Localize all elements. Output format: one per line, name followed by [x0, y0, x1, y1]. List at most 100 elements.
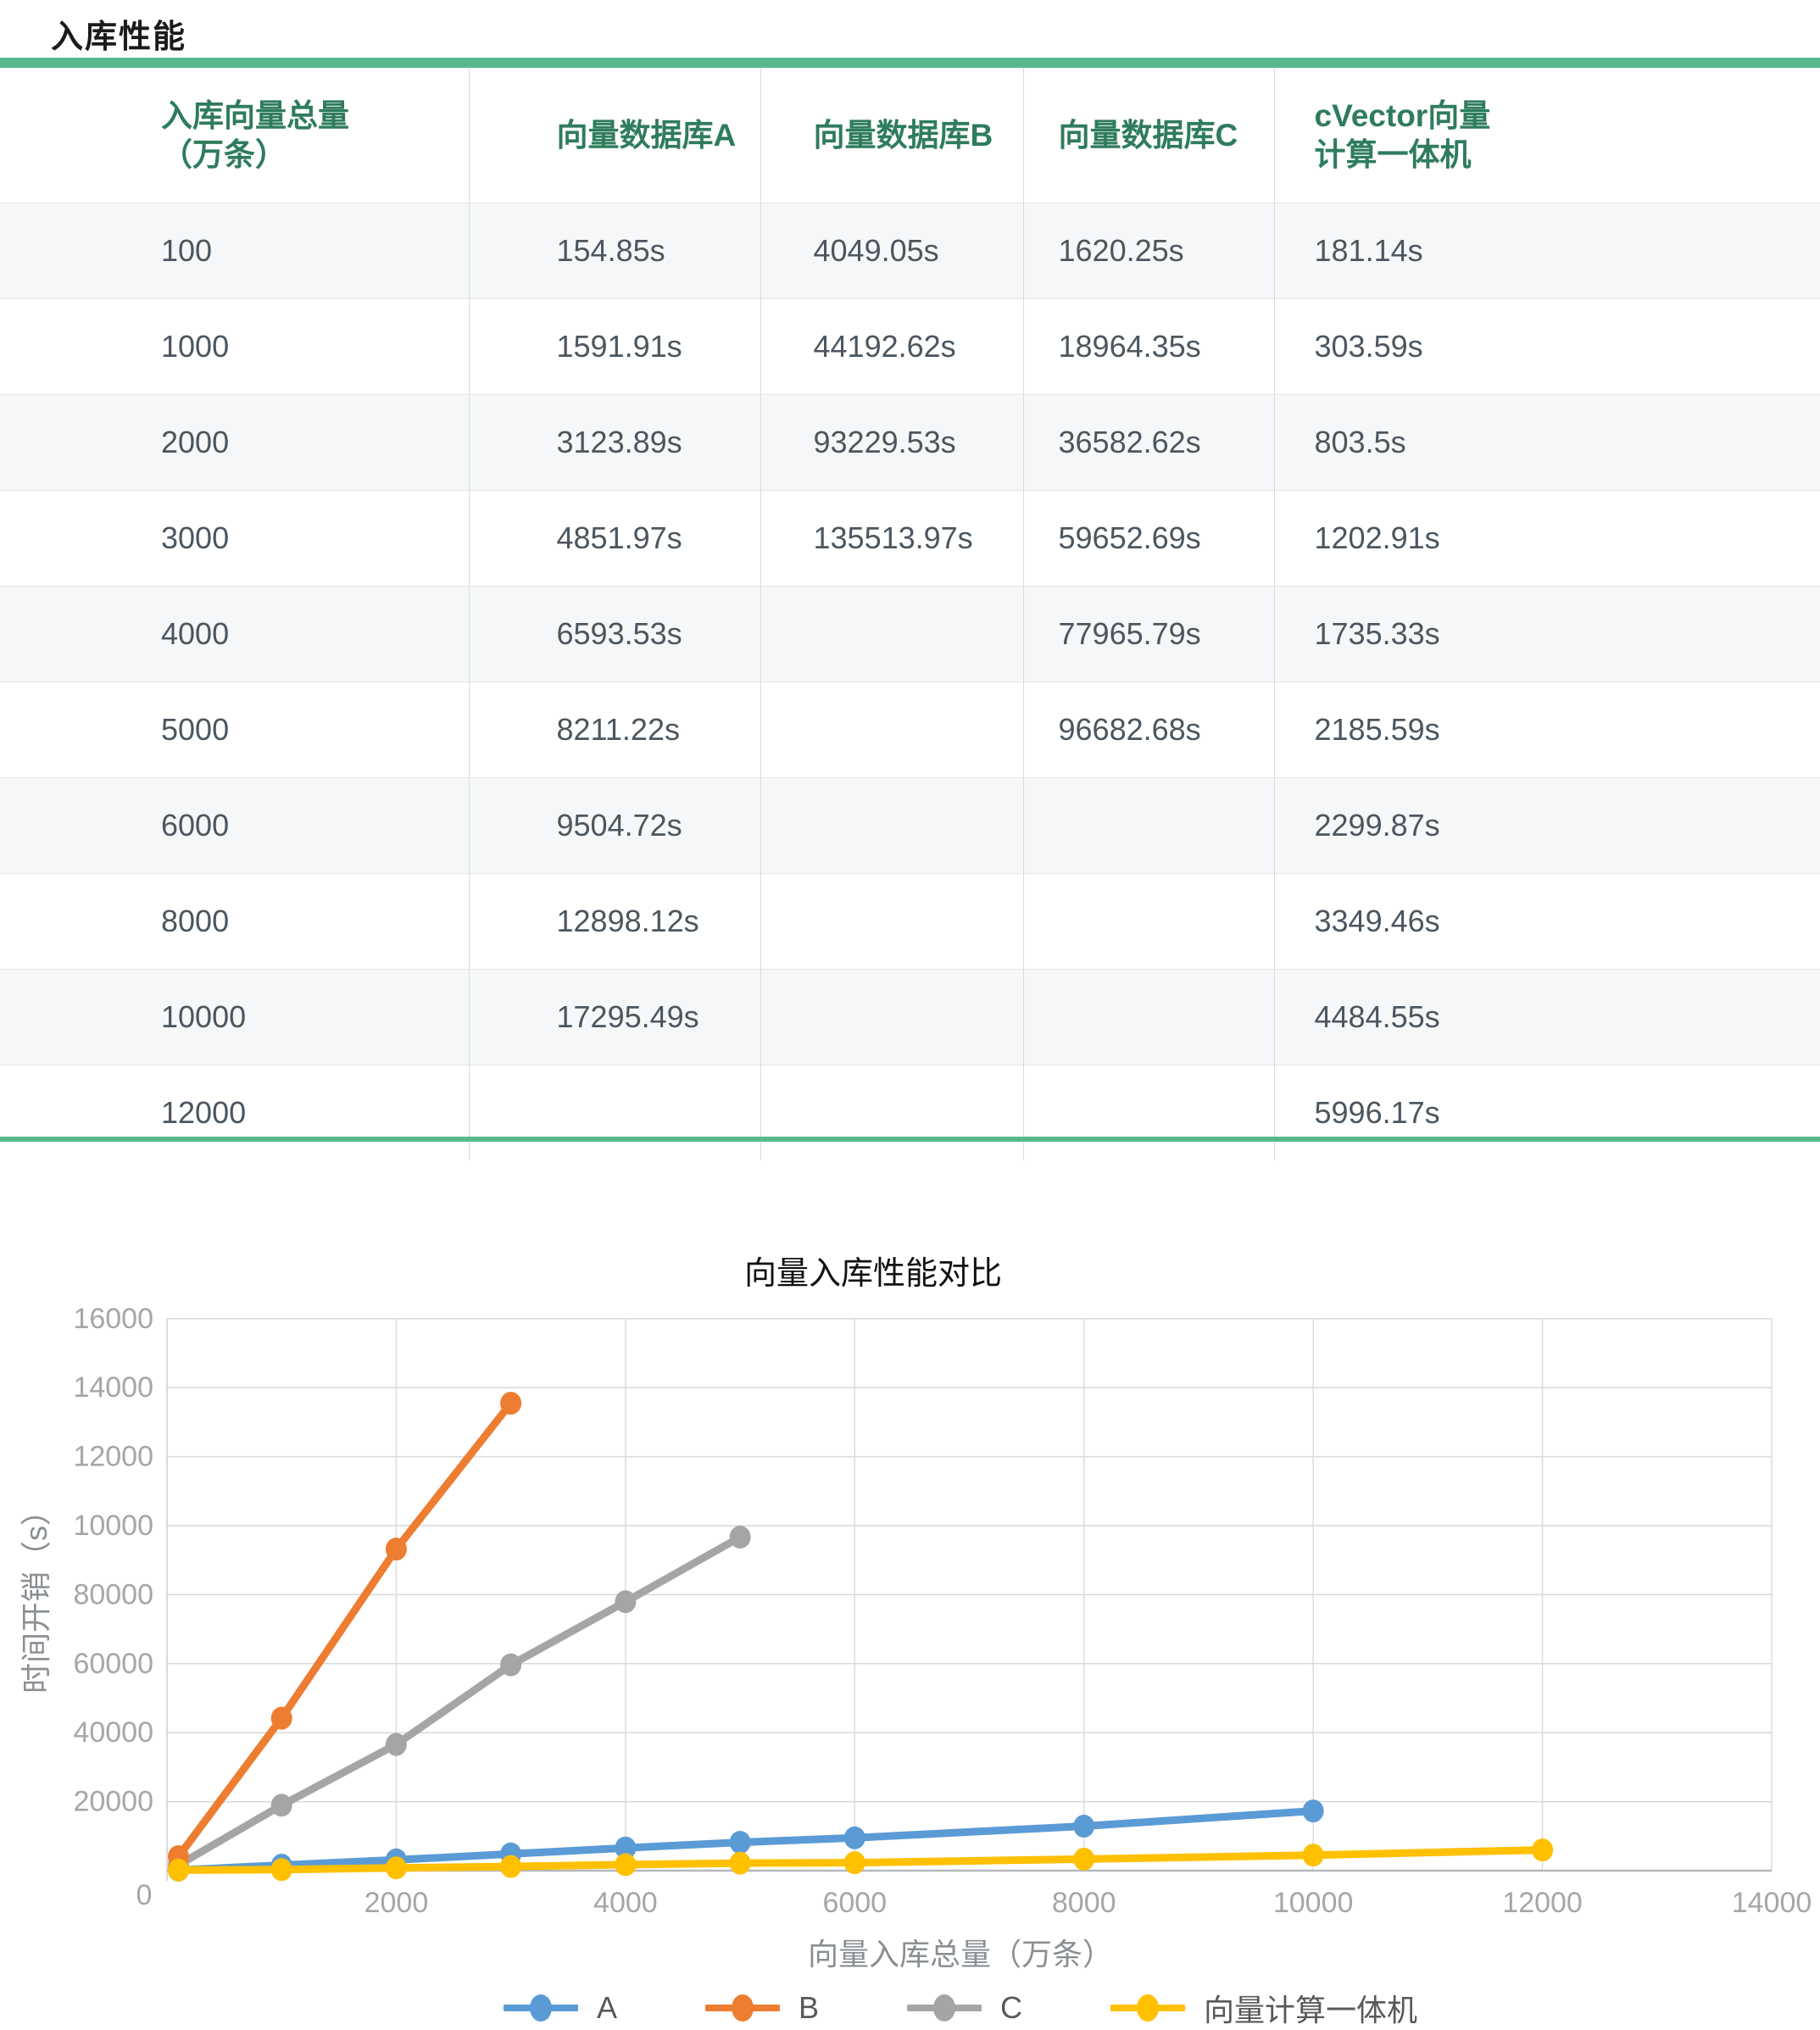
table-cell: 303.59s: [1314, 329, 1423, 364]
table-cell: [1023, 777, 1275, 874]
table-row: 12000 5996.17s: [0, 1065, 1820, 1160]
data-point-C: [729, 1526, 751, 1549]
table-cell: [760, 777, 1024, 874]
table-row: 1000 1591.91s 44192.62s 18964.35s 303.59s: [0, 298, 1820, 395]
y-tick-label: 14000: [73, 1371, 153, 1404]
x-tick-label: 6000: [822, 1887, 887, 1919]
x-tick-label: 8000: [1052, 1887, 1116, 1919]
table-cell: 5996.17s: [1314, 1095, 1440, 1130]
data-point-A: [843, 1826, 865, 1849]
series-line-B: [175, 1399, 515, 1860]
table-cell: 1000: [0, 298, 470, 395]
table-cell: 4851.97s: [469, 490, 761, 587]
table-cell: [469, 1065, 761, 1160]
table-cell: 96682.68s: [1023, 681, 1275, 778]
table-cell: 59652.69s: [1023, 490, 1275, 587]
table-cell: 18964.35s: [1023, 298, 1275, 395]
table-cell: 1620.25s: [1023, 203, 1275, 299]
data-point-向量计算一体机: [729, 1851, 751, 1875]
legend-item-A: A: [503, 1989, 617, 2027]
x-tick-label: 14000: [1732, 1887, 1812, 1919]
table-header-row: 入库向量总量（万条） 向量数据库A 向量数据库B 向量数据库C cVector向…: [0, 68, 1820, 203]
table-cell: 4484.55s: [1314, 999, 1440, 1034]
table-cell: 4049.05s: [760, 203, 1024, 299]
table-cell: [760, 1065, 1024, 1160]
data-point-A: [1302, 1799, 1324, 1823]
chart-canvas: 2000040000600008000010000120001400016000…: [73, 1303, 1812, 1919]
column-header-db-a: 向量数据库A: [469, 68, 761, 203]
table-cell: 6000: [0, 777, 470, 874]
table-row: 5000 8211.22s 96682.68s 2185.59s: [0, 681, 1820, 778]
data-point-向量计算一体机: [615, 1853, 637, 1877]
data-point-向量计算一体机: [270, 1858, 292, 1882]
table-cell: 1202.91s: [1314, 520, 1440, 555]
table-row: 6000 9504.72s 2299.87s: [0, 777, 1820, 874]
legend-label: B: [798, 1990, 819, 2025]
legend-label: A: [596, 1990, 617, 2025]
data-point-向量计算一体机: [843, 1851, 865, 1875]
table-body: 100 154.85s 4049.05s 1620.25s 181.14s 1000 159…: [0, 203, 1820, 1160]
data-point-B: [385, 1538, 407, 1561]
table-cell: 10000: [0, 969, 470, 1065]
table-top-accent-bar: [0, 58, 1820, 68]
table-cell: 100: [0, 203, 470, 299]
table-cell: 36582.62s: [1023, 394, 1275, 491]
ingest-performance-table: 入库向量总量（万条） 向量数据库A 向量数据库B 向量数据库C cVector向…: [0, 68, 1820, 1160]
column-header-total: 入库向量总量（万条）: [0, 68, 470, 203]
x-tick-label: 10000: [1273, 1887, 1354, 1919]
data-point-C: [385, 1732, 407, 1756]
table-cell: 135513.97s: [760, 490, 1024, 587]
data-point-B: [500, 1392, 522, 1415]
y-tick-label: 16000: [73, 1303, 153, 1335]
data-point-A: [615, 1836, 637, 1860]
y-tick-label: 40000: [73, 1716, 153, 1749]
data-point-A: [1073, 1815, 1095, 1838]
data-point-B: [270, 1706, 292, 1730]
table-cell: 12000: [0, 1065, 470, 1160]
data-point-C: [270, 1794, 292, 1817]
table-cell: [760, 681, 1024, 778]
legend-item-向量计算一体机: 向量计算一体机: [1110, 1986, 1417, 2030]
table-cell: 8211.22s: [469, 681, 761, 778]
data-point-C: [500, 1653, 522, 1677]
x-tick-label: 12000: [1502, 1887, 1583, 1919]
table-cell: 3349.46s: [1314, 904, 1440, 938]
table-cell: 4000: [0, 586, 470, 682]
x-tick-label: 4000: [593, 1887, 658, 1919]
series-line-C: [175, 1533, 744, 1869]
y-tick-label: 12000: [73, 1441, 153, 1473]
table-cell: 12898.12s: [469, 873, 761, 970]
y-axis-title: 时间开销（s）: [19, 1494, 53, 1694]
table-cell: [760, 873, 1024, 970]
table-cell: 5000: [0, 681, 470, 778]
legend-marker-icon: [907, 1994, 982, 2022]
column-header-db-c: 向量数据库C: [1023, 68, 1275, 203]
legend-item-B: B: [704, 1989, 819, 2027]
column-header-cvector: cVector向量计算一体机: [1274, 68, 1820, 203]
table-row: 3000 4851.97s 135513.97s 59652.69s 1202.91s: [0, 490, 1820, 587]
table-cell: 181.14s: [1314, 233, 1423, 268]
table-cell: [760, 586, 1024, 682]
table-cell: [1023, 969, 1275, 1065]
x-grid-and-ticks: 0 2000 4000 6000 8000 10000 12000 14000: [136, 1318, 1812, 1919]
y-tick-label: 10000: [73, 1510, 153, 1542]
table-bottom-accent-bar: [0, 1137, 1820, 1142]
data-point-向量计算一体机: [1532, 1838, 1554, 1862]
legend-marker-icon: [503, 1994, 578, 2022]
table-row: 10000 17295.49s 4484.55s: [0, 969, 1820, 1065]
table-cell: 9504.72s: [469, 777, 761, 874]
table-cell: [760, 969, 1024, 1065]
chart-title: 向量入库性能对比: [743, 1256, 1002, 1292]
table-cell: 93229.53s: [760, 394, 1024, 491]
x-tick-label: 0: [136, 1879, 153, 1911]
legend-marker-icon: [704, 1994, 780, 2022]
table-row: 4000 6593.53s 77965.79s 1735.33s: [0, 586, 1820, 682]
table-cell: 6593.53s: [469, 586, 761, 682]
data-point-向量计算一体机: [385, 1856, 407, 1880]
table-cell: 44192.62s: [760, 298, 1024, 395]
table-cell: 2000: [0, 394, 470, 491]
data-point-C: [615, 1590, 637, 1614]
table-row: 8000 12898.12s 3349.46s: [0, 873, 1820, 970]
data-point-向量计算一体机: [168, 1858, 189, 1882]
